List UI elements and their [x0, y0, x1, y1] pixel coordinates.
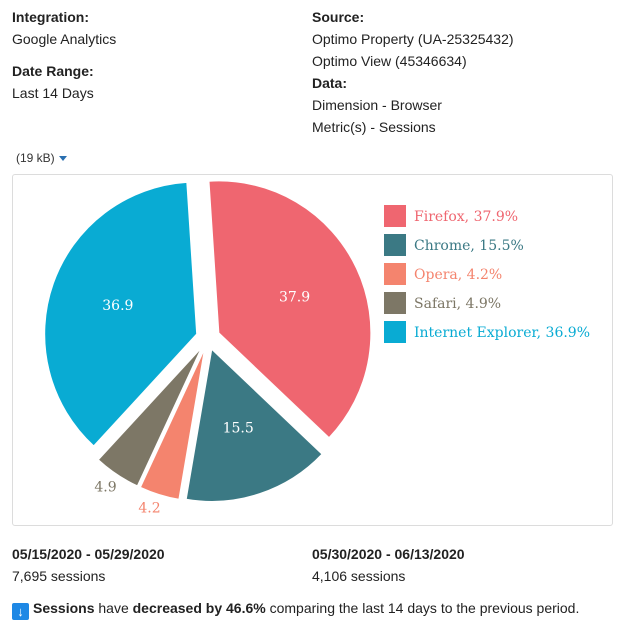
source-label: Source:	[312, 9, 365, 25]
legend-item-internet-explorer[interactable]: Internet Explorer, 36.9%	[414, 325, 590, 341]
data-dimension: Dimension - Browser	[312, 97, 442, 113]
summary-change: decreased by 46.6%	[132, 600, 266, 616]
legend-swatch-internet-explorer	[384, 321, 406, 343]
meta-left-column: Integration: Google Analytics Date Range…	[12, 6, 116, 104]
period-previous: 05/15/2020 - 05/29/2020 7,695 sessions	[12, 543, 165, 587]
period-previous-sessions: 7,695 sessions	[12, 568, 106, 584]
data-label: Data:	[312, 75, 348, 91]
period-current-sessions: 4,106 sessions	[312, 568, 406, 584]
chart-container: 37.9 15.5 4.2 4.9 36.9 Firefox, 37.9% Chrome, …	[12, 174, 613, 526]
file-size-dropdown[interactable]: (19 kB)	[16, 151, 67, 165]
legend-swatch-opera	[384, 263, 406, 285]
pie-label-chrome: 15.5	[223, 421, 254, 437]
pie-slice-safari[interactable]	[97, 347, 202, 487]
summary-rest: comparing the last 14 days to the previo…	[265, 600, 580, 616]
pie-slice-internet-explorer[interactable]	[44, 181, 198, 447]
pie-label-internet-explorer: 36.9	[102, 298, 133, 314]
arrow-down-icon: ↓	[12, 603, 29, 620]
integration-value: Google Analytics	[12, 31, 117, 47]
legend-swatch-chrome	[384, 234, 406, 256]
pie-slice-chrome[interactable]	[185, 348, 323, 502]
integration-label: Integration:	[12, 9, 89, 25]
legend-swatch-safari	[384, 292, 406, 314]
legend-swatch-firefox	[384, 205, 406, 227]
source-view: Optimo View (45346634)	[312, 53, 467, 69]
legend-item-firefox[interactable]: Firefox, 37.9%	[414, 209, 518, 225]
summary-have: have	[94, 600, 133, 616]
pie-label-firefox: 37.9	[279, 289, 310, 305]
pie-label-opera: 4.2	[138, 500, 160, 516]
period-current-range: 05/30/2020 - 06/13/2020	[312, 546, 465, 562]
pie-label-safari: 4.9	[94, 479, 116, 495]
meta-right-column: Source: Optimo Property (UA-25325432) Op…	[312, 6, 514, 138]
period-current: 05/30/2020 - 06/13/2020 4,106 sessions	[312, 543, 465, 587]
data-metric: Metric(s) - Sessions	[312, 119, 436, 135]
pie-slice-opera[interactable]	[139, 349, 205, 500]
legend-item-safari[interactable]: Safari, 4.9%	[414, 296, 501, 312]
file-size-label: (19 kB)	[16, 151, 55, 165]
legend-item-chrome[interactable]: Chrome, 15.5%	[414, 238, 524, 254]
summary-metric: Sessions	[33, 600, 95, 616]
pie-slice-firefox[interactable]	[208, 180, 372, 439]
legend-item-opera[interactable]: Opera, 4.2%	[414, 267, 502, 283]
date-range-value: Last 14 Days	[12, 85, 94, 101]
summary-text: ↓ Sessions have decreased by 46.6% compar…	[12, 600, 579, 620]
date-range-label: Date Range:	[12, 63, 94, 79]
pie-chart: 37.9 15.5 4.2 4.9 36.9 Firefox, 37.9% Chrome, …	[44, 180, 590, 516]
period-previous-range: 05/15/2020 - 05/29/2020	[12, 546, 165, 562]
source-property: Optimo Property (UA-25325432)	[312, 31, 514, 47]
caret-down-icon	[58, 156, 67, 162]
